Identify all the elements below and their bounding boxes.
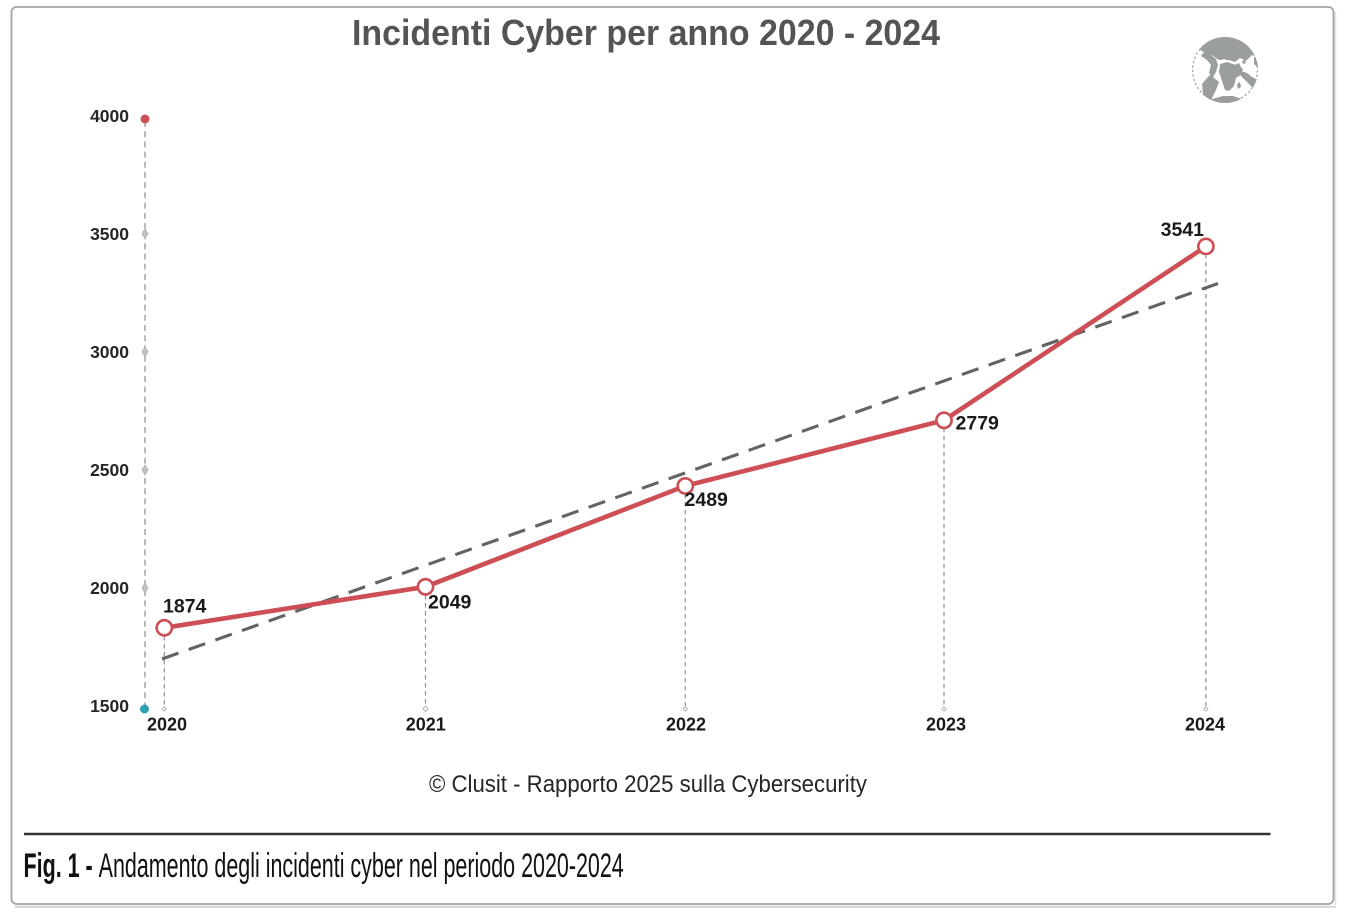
svg-text:1874: 1874: [163, 596, 207, 618]
svg-text:2500: 2500: [90, 460, 129, 480]
svg-text:2049: 2049: [428, 592, 472, 614]
svg-text:2000: 2000: [90, 578, 129, 598]
svg-text:© Clusit - Rapporto 2025 sulla: © Clusit - Rapporto 2025 sulla Cybersecu…: [429, 771, 867, 798]
svg-text:3500: 3500: [90, 224, 129, 244]
svg-text:2024: 2024: [1185, 715, 1225, 735]
svg-text:2489: 2489: [685, 489, 729, 511]
svg-text:3541: 3541: [1161, 219, 1205, 241]
svg-text:2022: 2022: [666, 715, 706, 735]
svg-text:1500: 1500: [90, 696, 129, 716]
svg-text:4000: 4000: [90, 106, 129, 126]
svg-text:Fig. 1 - Andamento degli incid: Fig. 1 - Andamento degli incidenti cyber…: [24, 847, 624, 885]
svg-text:2021: 2021: [406, 715, 446, 735]
svg-text:3000: 3000: [90, 342, 129, 362]
svg-text:Incidenti Cyber per anno 2020: Incidenti Cyber per anno 2020 - 2024: [352, 12, 940, 53]
svg-text:2020: 2020: [147, 715, 187, 735]
svg-text:2779: 2779: [956, 413, 1000, 435]
svg-text:2023: 2023: [926, 715, 966, 735]
